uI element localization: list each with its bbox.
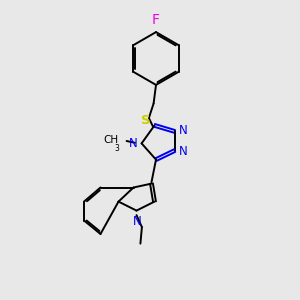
Text: N: N	[179, 124, 188, 137]
Text: N: N	[129, 137, 138, 150]
Text: S: S	[141, 114, 151, 128]
Text: N: N	[132, 215, 141, 228]
Text: N: N	[179, 145, 188, 158]
Text: 3: 3	[114, 144, 119, 153]
Text: F: F	[152, 13, 160, 27]
Text: CH: CH	[103, 135, 118, 146]
